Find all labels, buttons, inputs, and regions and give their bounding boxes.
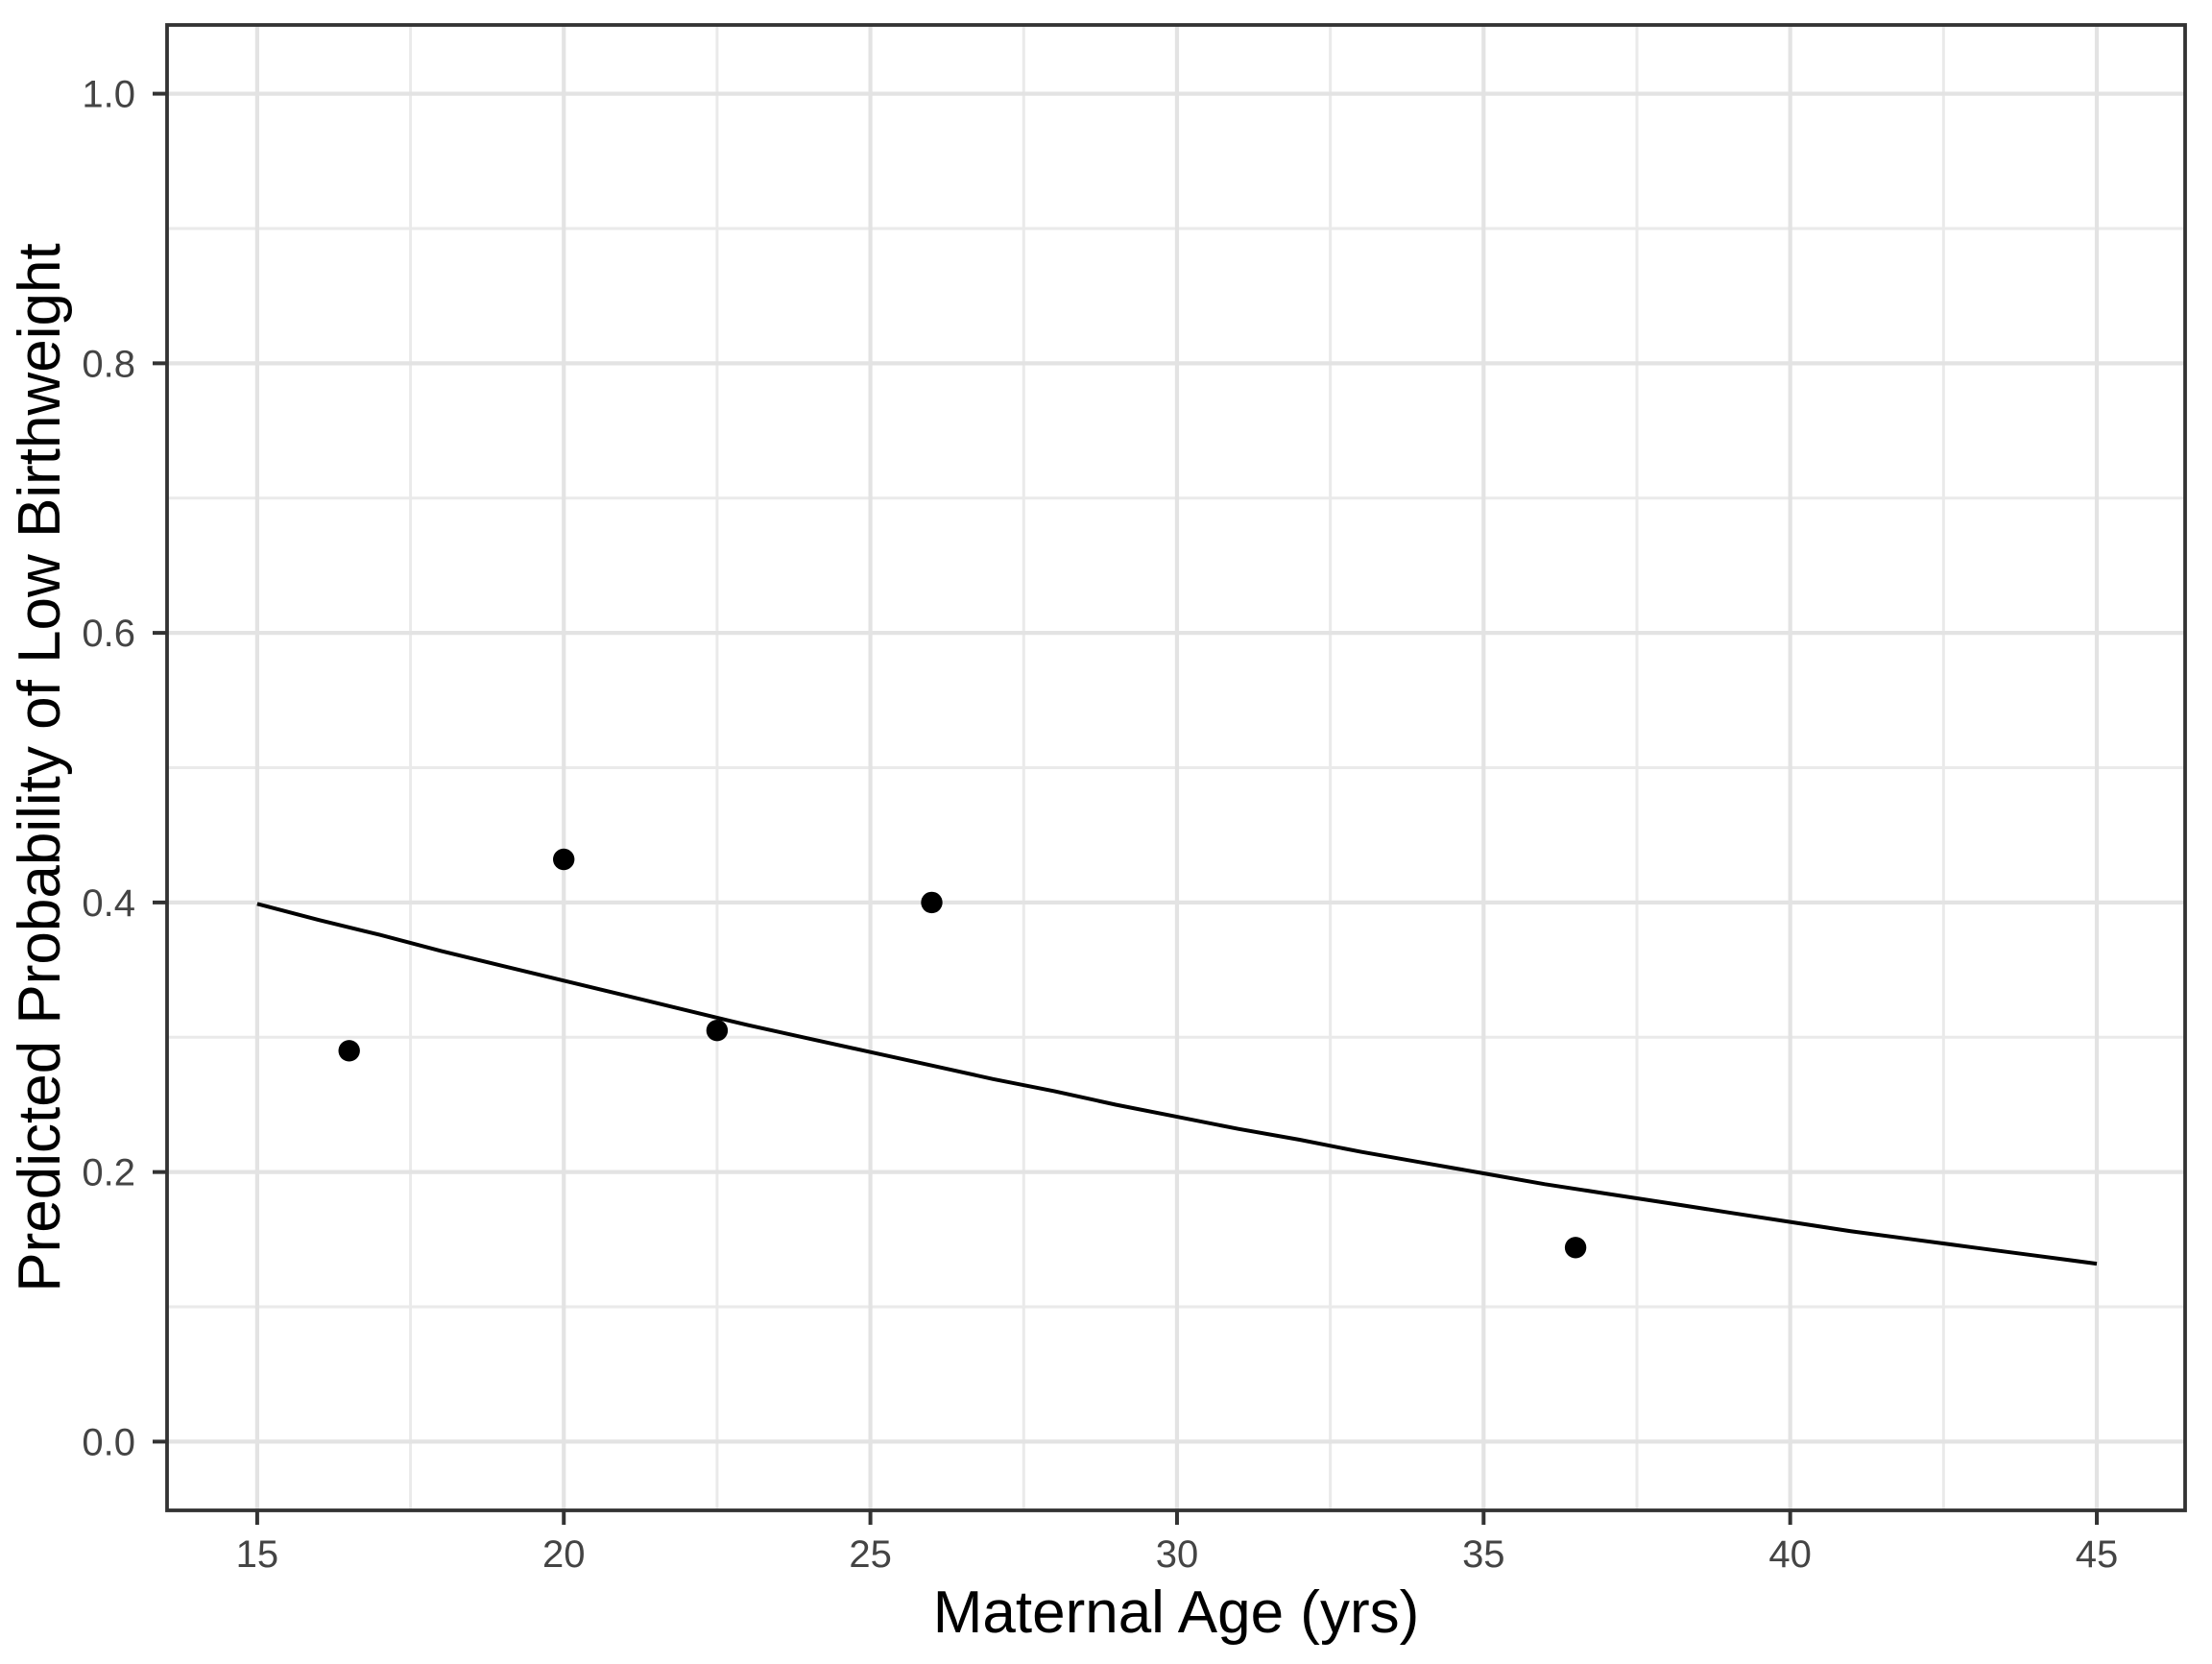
y-tick-label: 1.0 (82, 74, 135, 116)
data-point (1564, 1237, 1587, 1259)
y-axis-title: Predicted Probability of Low Birthweight (7, 243, 73, 1291)
data-point (921, 891, 943, 914)
y-tick-label: 0.6 (82, 613, 135, 655)
y-tick-label: 0.0 (82, 1421, 135, 1463)
axis-tick-labels: 15 20 25 30 35 40 45 0.0 0.2 0.4 0.6 0.8 1.0 (82, 74, 2118, 1576)
x-tick-label: 40 (1768, 1533, 1812, 1576)
x-tick-label: 35 (1462, 1533, 1505, 1576)
y-tick-label: 0.8 (82, 343, 135, 385)
axis-ticks (153, 91, 2100, 1525)
x-tick-label: 45 (2076, 1533, 2119, 1576)
data-point (338, 1040, 360, 1062)
x-tick-label: 15 (236, 1533, 279, 1576)
data-point (553, 848, 575, 871)
y-tick-label: 0.2 (82, 1152, 135, 1194)
major-gridlines (167, 25, 2185, 1510)
data-point (706, 1020, 729, 1042)
x-tick-label: 25 (849, 1533, 892, 1576)
y-tick-label: 0.4 (82, 882, 135, 925)
data-series-layer (256, 848, 2098, 1266)
logistic-fit-curve (256, 902, 2098, 1266)
x-axis-title: Maternal Age (yrs) (933, 1580, 1420, 1646)
x-tick-label: 20 (542, 1533, 586, 1576)
x-tick-label: 30 (1156, 1533, 1199, 1576)
